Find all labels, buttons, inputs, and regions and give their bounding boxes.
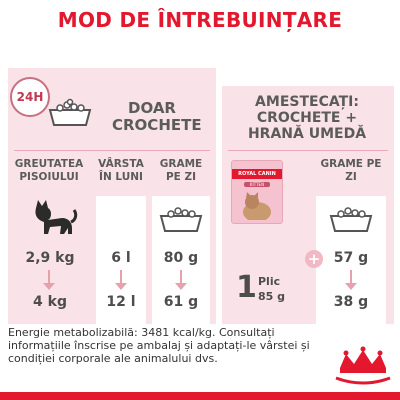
down-arrow-icon bbox=[43, 283, 55, 290]
age-column-header: VÂRSTA ÎN LUNI bbox=[98, 158, 144, 184]
down-arrow-icon bbox=[175, 283, 187, 290]
plus-icon: + bbox=[305, 250, 323, 268]
pouch-brand: ROYAL CANIN bbox=[232, 169, 282, 179]
weight-column-header: GREUTATEA PISOIULUI bbox=[14, 158, 84, 184]
kibble-bowl-icon bbox=[48, 98, 92, 126]
grams-row-2: 61 g bbox=[163, 294, 199, 310]
mixed-grams-row-1: 57 g bbox=[333, 250, 369, 266]
arrow-stem bbox=[180, 270, 182, 284]
mixed-grams-row-2: 38 g bbox=[333, 294, 369, 310]
pouch-count: 1 bbox=[236, 270, 257, 305]
kitten-photo-icon bbox=[243, 192, 271, 222]
mixed-feeding-heading: AMESTECAȚI: CROCHETE + HRANĂ UMEDĂ bbox=[247, 94, 367, 143]
royal-canin-logo bbox=[335, 346, 391, 385]
arrow-stem bbox=[48, 270, 50, 284]
weight-row-2: 4 kg bbox=[33, 294, 67, 310]
pouch-weight: 85 g bbox=[258, 290, 286, 303]
24h-badge: 24H bbox=[10, 77, 50, 117]
pouch-product: KITTEN bbox=[244, 182, 270, 187]
weight-row-1: 2,9 kg bbox=[25, 250, 75, 266]
arrow-stem bbox=[120, 270, 122, 284]
page-title: MOD DE ÎNTREBUINȚARE bbox=[57, 8, 343, 32]
down-arrow-icon bbox=[345, 283, 357, 290]
age-row-2: 12 l bbox=[106, 294, 136, 310]
age-column-bg bbox=[96, 196, 146, 324]
grams-column-header: GRAME PE ZI bbox=[159, 158, 203, 184]
panel-divider bbox=[228, 150, 388, 151]
kibble-bowl-icon bbox=[329, 207, 373, 232]
kibble-bowl-icon bbox=[159, 207, 203, 232]
arrow-stem bbox=[350, 270, 352, 284]
wet-food-pouch-image: ROYAL CANIN KITTEN bbox=[231, 160, 283, 224]
dry-only-heading: DOAR CROCHETE bbox=[112, 99, 202, 135]
kitten-icon bbox=[35, 200, 78, 234]
age-row-1: 6 l bbox=[111, 250, 131, 266]
brand-bottom-bar bbox=[0, 392, 400, 400]
panel-divider bbox=[14, 150, 210, 151]
pouch-unit: Plic bbox=[258, 275, 281, 288]
down-arrow-icon bbox=[115, 283, 127, 290]
footer-note: Energie metabolizabilă: 3481 kcal/kg. Co… bbox=[8, 326, 310, 366]
grams-row-1: 80 g bbox=[163, 250, 199, 266]
mixed-grams-column-header: GRAME PE ZI bbox=[320, 158, 382, 184]
